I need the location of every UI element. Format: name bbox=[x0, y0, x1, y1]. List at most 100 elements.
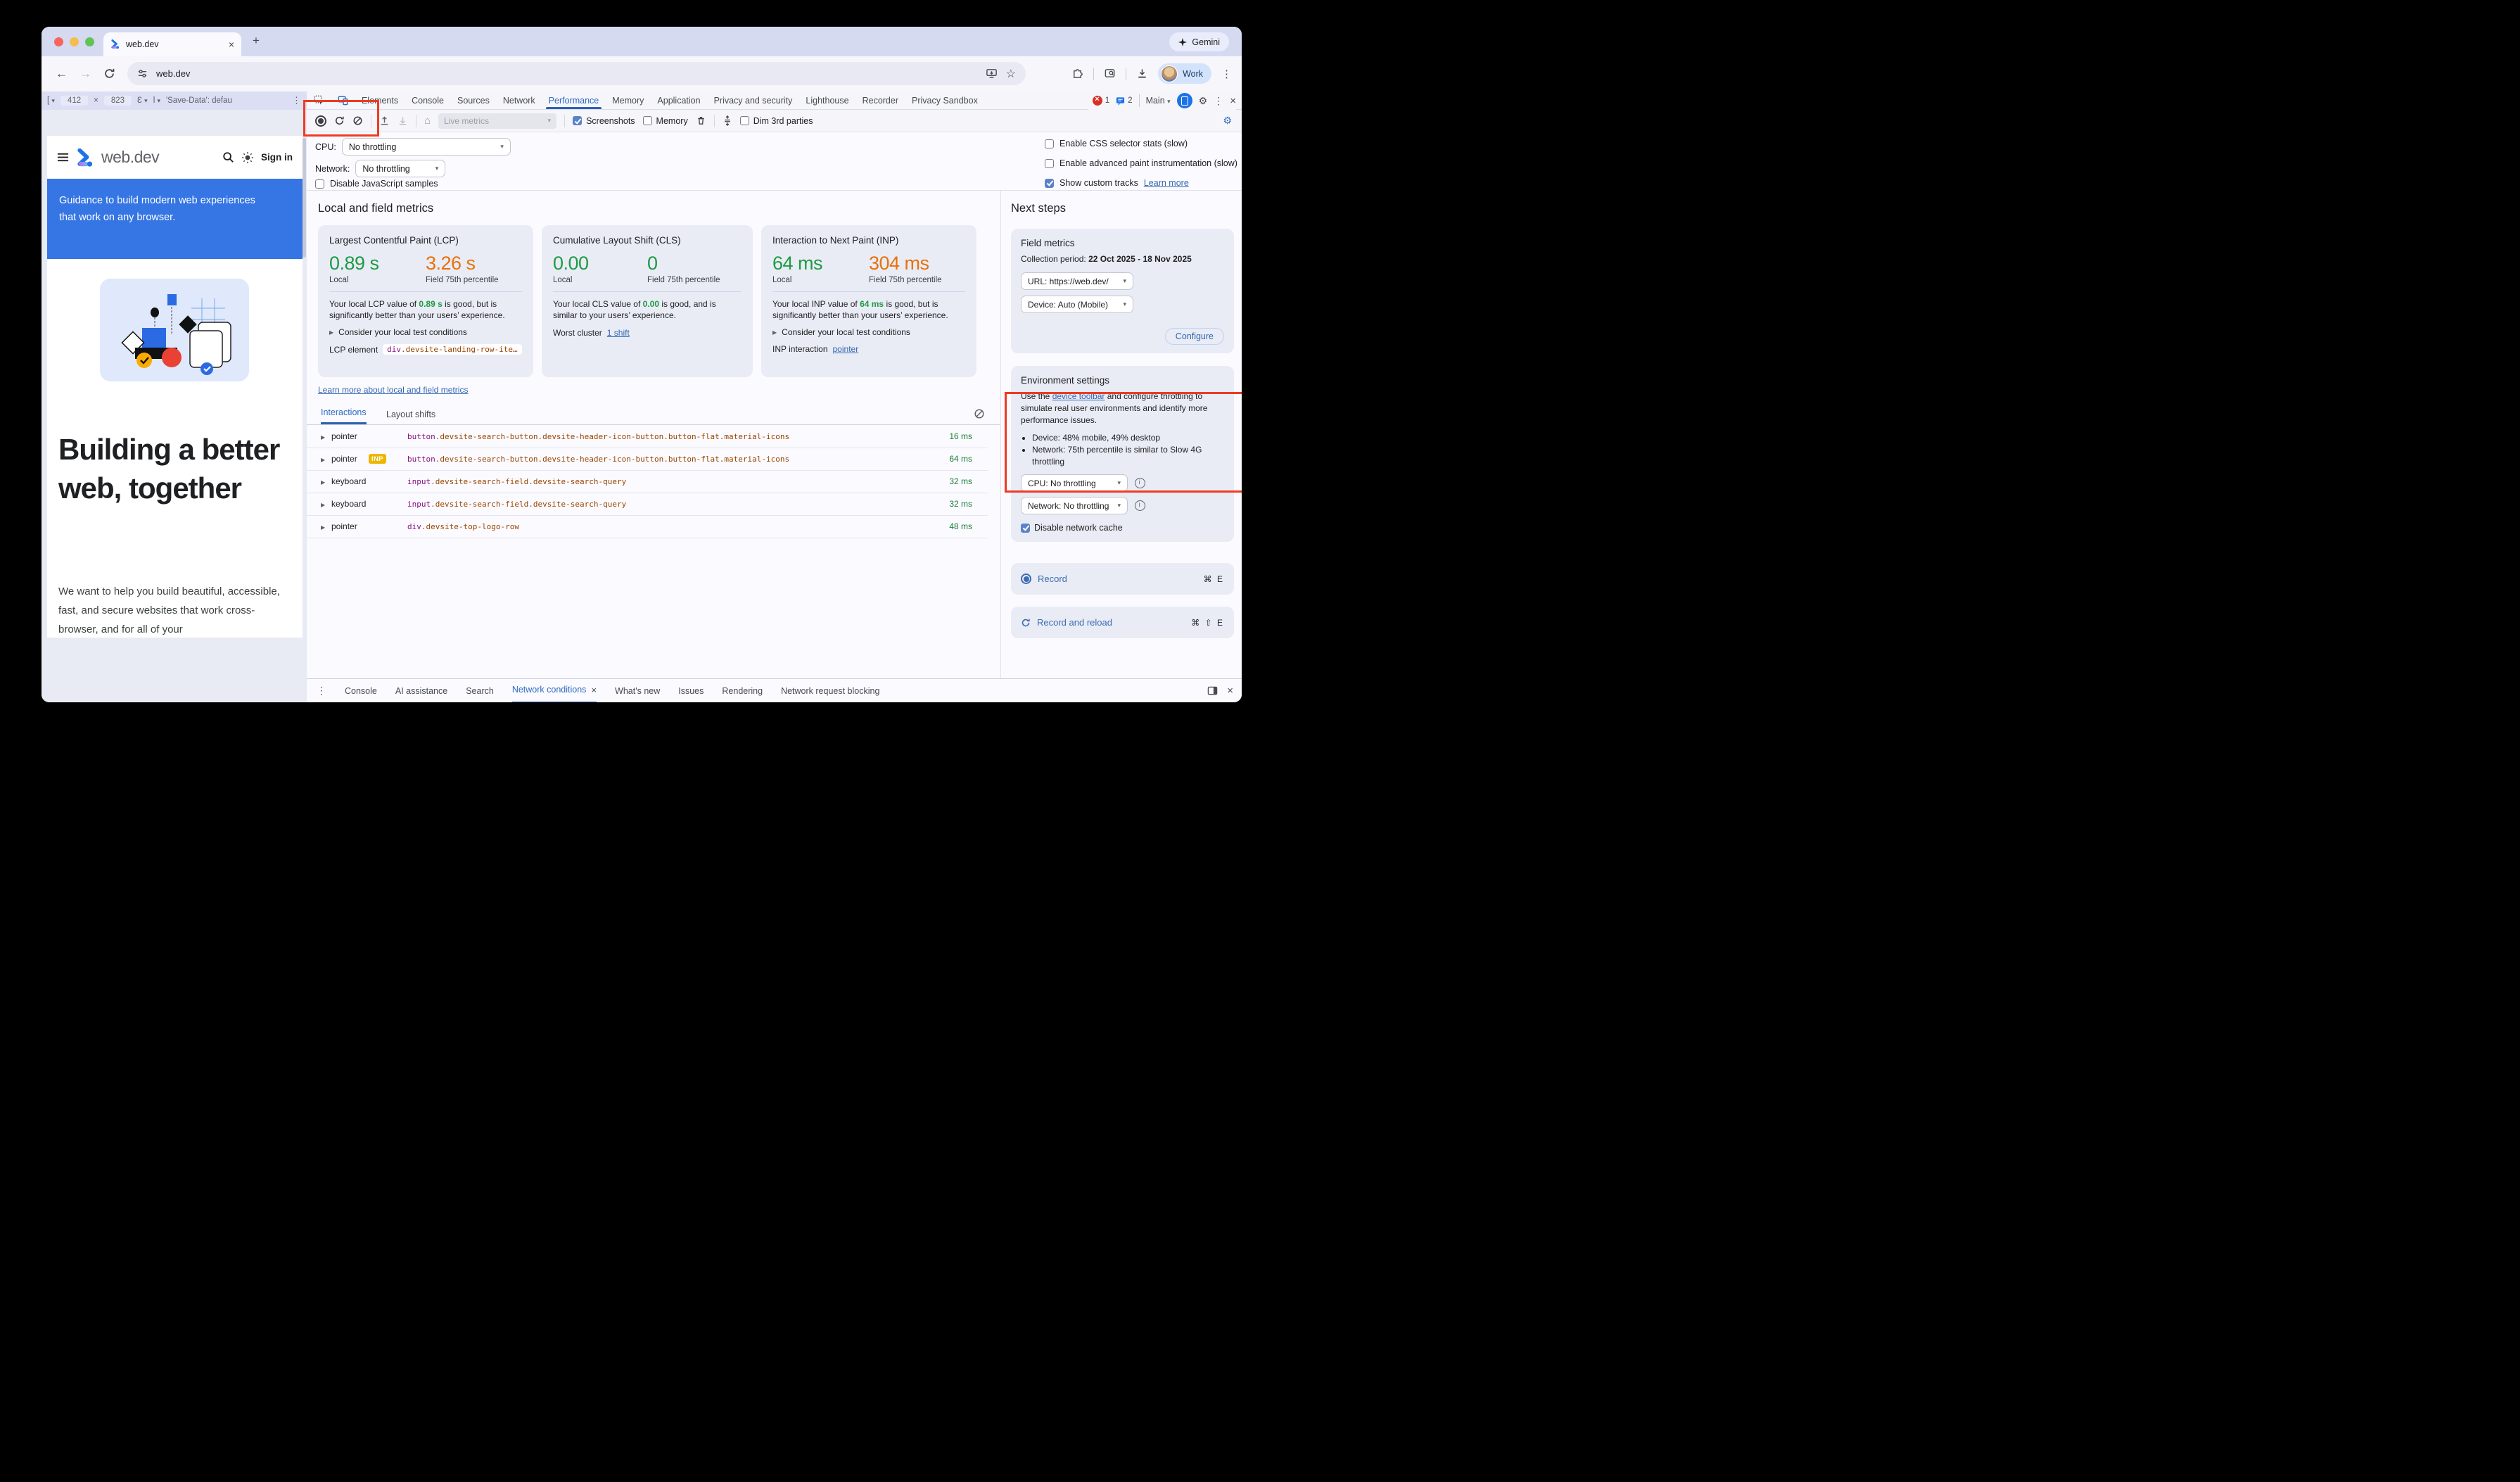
tab-performance[interactable]: Performance bbox=[545, 91, 602, 109]
screenshots-checkbox[interactable]: Screenshots bbox=[573, 116, 635, 126]
profile-chip[interactable]: Work bbox=[1158, 63, 1211, 84]
page-scrollbar[interactable] bbox=[303, 138, 306, 258]
search-tabs-icon[interactable] bbox=[1104, 68, 1116, 80]
tab-layout-shifts[interactable]: Layout shifts bbox=[386, 409, 436, 419]
tab-memory[interactable]: Memory bbox=[612, 95, 644, 106]
inp-interaction-link[interactable]: pointer bbox=[832, 344, 859, 354]
drawer-tab-whats-new[interactable]: What's new bbox=[615, 685, 661, 696]
clear-log-icon[interactable] bbox=[974, 408, 985, 419]
url-text[interactable]: web.dev bbox=[156, 68, 191, 79]
field-url-select[interactable]: URL: https://web.dev/▾ bbox=[1021, 272, 1133, 290]
clear-icon-button[interactable] bbox=[352, 115, 363, 126]
lcp-local-conditions-expander[interactable]: ▶ Consider your local test conditions bbox=[329, 327, 467, 337]
drawer-tab-console[interactable]: Console bbox=[345, 685, 377, 696]
downloads-icon[interactable] bbox=[1136, 68, 1148, 80]
tab-elements[interactable]: Elements bbox=[362, 95, 399, 106]
env-network-select[interactable]: Network: No throttling ▾ bbox=[1021, 497, 1128, 514]
chrome-menu-icon[interactable]: ⋮ bbox=[1221, 68, 1232, 80]
field-device-select[interactable]: Device: Auto (Mobile) ▾ bbox=[1021, 296, 1133, 313]
site-logo-text[interactable]: web.dev bbox=[101, 148, 160, 166]
metrics-learn-more-link[interactable]: Learn more about local and field metrics bbox=[318, 385, 469, 395]
tab-lighthouse[interactable]: Lighthouse bbox=[806, 95, 849, 106]
site-settings-icon[interactable] bbox=[137, 68, 148, 79]
theme-toggle-icon[interactable] bbox=[241, 151, 254, 164]
advanced-paint-checkbox[interactable]: Enable advanced paint instrumentation (s… bbox=[1045, 158, 1237, 168]
close-window-button[interactable] bbox=[54, 37, 63, 46]
device-select-stub[interactable]: [ ▾ bbox=[47, 96, 55, 105]
macos-window-controls[interactable] bbox=[54, 37, 94, 46]
worst-cluster-link[interactable]: 1 shift bbox=[606, 328, 630, 338]
tab-recorder[interactable]: Recorder bbox=[862, 95, 899, 106]
bookmark-star-icon[interactable]: ☆ bbox=[1005, 68, 1016, 80]
interaction-row[interactable]: ▶ pointer INP button.devsite-search-butt… bbox=[307, 448, 988, 471]
cpu-throttle-select[interactable]: No throttling ▾ bbox=[341, 138, 511, 156]
network-info-icon[interactable] bbox=[1135, 500, 1145, 511]
checkbox-icon[interactable] bbox=[1045, 139, 1054, 148]
network-throttle-select[interactable]: No throttling ▾ bbox=[355, 160, 446, 177]
tab-sources[interactable]: Sources bbox=[457, 95, 490, 106]
tab-application[interactable]: Application bbox=[657, 95, 701, 106]
issues-badge-icon[interactable] bbox=[1116, 96, 1125, 106]
inp-local-conditions-expander[interactable]: ▶ Consider your local test conditions bbox=[772, 327, 910, 337]
configure-button[interactable]: Configure bbox=[1164, 328, 1224, 345]
checkbox-icon[interactable] bbox=[1045, 158, 1054, 168]
browser-tab[interactable]: web.dev × bbox=[103, 32, 241, 56]
interaction-row[interactable]: ▶ keyboard input.devsite-search-field.de… bbox=[307, 493, 988, 516]
emulation-more-icon[interactable]: ⋮ bbox=[292, 95, 301, 106]
reload-button[interactable] bbox=[103, 68, 115, 80]
tab-interactions[interactable]: Interactions bbox=[321, 402, 367, 424]
disable-js-samples-checkbox[interactable]: Disable JavaScript samples bbox=[315, 179, 438, 189]
checkbox-icon[interactable] bbox=[642, 116, 652, 125]
checkbox-checked-icon[interactable] bbox=[1045, 178, 1054, 188]
drawer-tab-close-icon[interactable]: × bbox=[591, 684, 597, 695]
viewport-height-field[interactable]: 823 bbox=[103, 96, 132, 106]
dim-3rd-parties-checkbox[interactable]: Dim 3rd parties bbox=[739, 116, 813, 126]
lcp-element-link[interactable]: div.devsite-landing-row-ite… bbox=[383, 344, 522, 355]
checkbox-checked-icon[interactable] bbox=[573, 116, 583, 125]
record-and-reload-button[interactable]: Record and reload ⌘ ⇧ E bbox=[1011, 607, 1234, 638]
env-cpu-select[interactable]: CPU: No throttling ▾ bbox=[1021, 474, 1128, 492]
maximize-window-button[interactable] bbox=[85, 37, 94, 46]
checkbox-icon[interactable] bbox=[315, 179, 324, 189]
viewport-width-field[interactable]: 412 bbox=[60, 96, 89, 106]
minimize-window-button[interactable] bbox=[70, 37, 79, 46]
cpu-info-icon[interactable] bbox=[1135, 478, 1145, 488]
drawer-tab-issues[interactable]: Issues bbox=[678, 685, 704, 696]
drawer-close-icon[interactable]: × bbox=[1227, 685, 1233, 697]
extensions-icon[interactable] bbox=[1071, 68, 1083, 80]
save-data-select[interactable]: 'Save-Data': defau bbox=[165, 96, 232, 105]
expand-row-icon[interactable]: ▶ bbox=[321, 434, 326, 441]
search-icon[interactable] bbox=[222, 151, 234, 163]
address-bar[interactable]: web.dev ☆ bbox=[127, 62, 1026, 85]
new-tab-button[interactable]: + bbox=[253, 34, 260, 47]
capture-settings-gear-icon[interactable]: ⚙ bbox=[1223, 115, 1232, 126]
gemini-button[interactable]: Gemini bbox=[1169, 32, 1229, 51]
expand-row-icon[interactable]: ▶ bbox=[321, 457, 326, 463]
tab-close-icon[interactable]: × bbox=[228, 39, 234, 50]
webdev-logo-icon[interactable] bbox=[76, 148, 94, 167]
interaction-row[interactable]: ▶ keyboard input.devsite-search-field.de… bbox=[307, 471, 988, 493]
drawer-tab-rendering[interactable]: Rendering bbox=[722, 685, 763, 696]
drawer-tab-network-request-blocking[interactable]: Network request blocking bbox=[781, 685, 880, 696]
custom-tracks-learn-more-link[interactable]: Learn more bbox=[1143, 178, 1189, 188]
tab-network[interactable]: Network bbox=[502, 95, 535, 106]
expand-row-icon[interactable]: ▶ bbox=[321, 524, 326, 531]
tab-privacy-sandbox[interactable]: Privacy Sandbox bbox=[912, 95, 978, 106]
up-down-arrows-icon[interactable] bbox=[723, 115, 732, 126]
expand-row-icon[interactable]: ▶ bbox=[321, 502, 326, 508]
record-and-reload-icon-button[interactable] bbox=[334, 115, 345, 126]
interaction-row[interactable]: ▶ pointer div.devsite-top-logo-row 48 ms bbox=[307, 516, 988, 538]
tab-privacy-security[interactable]: Privacy and security bbox=[713, 95, 793, 106]
hamburger-menu-icon[interactable] bbox=[57, 152, 69, 163]
disable-network-cache-checkbox[interactable]: Disable network cache bbox=[1021, 523, 1224, 533]
record-button[interactable]: Record ⌘ E bbox=[1011, 563, 1234, 595]
error-badge-icon[interactable] bbox=[1092, 95, 1102, 106]
expand-row-icon[interactable]: ▶ bbox=[321, 479, 326, 486]
throttle-select-stub[interactable]: Ɩ ▾ bbox=[153, 96, 160, 105]
home-icon[interactable]: ⌂ bbox=[424, 115, 431, 127]
tab-console[interactable]: Console bbox=[412, 95, 444, 106]
sign-in-button[interactable]: Sign in bbox=[261, 152, 293, 163]
devtools-menu-icon[interactable]: ⋮ bbox=[1214, 94, 1224, 106]
record-icon-button[interactable] bbox=[315, 115, 326, 127]
device-mode-promo-icon[interactable] bbox=[1176, 93, 1192, 108]
